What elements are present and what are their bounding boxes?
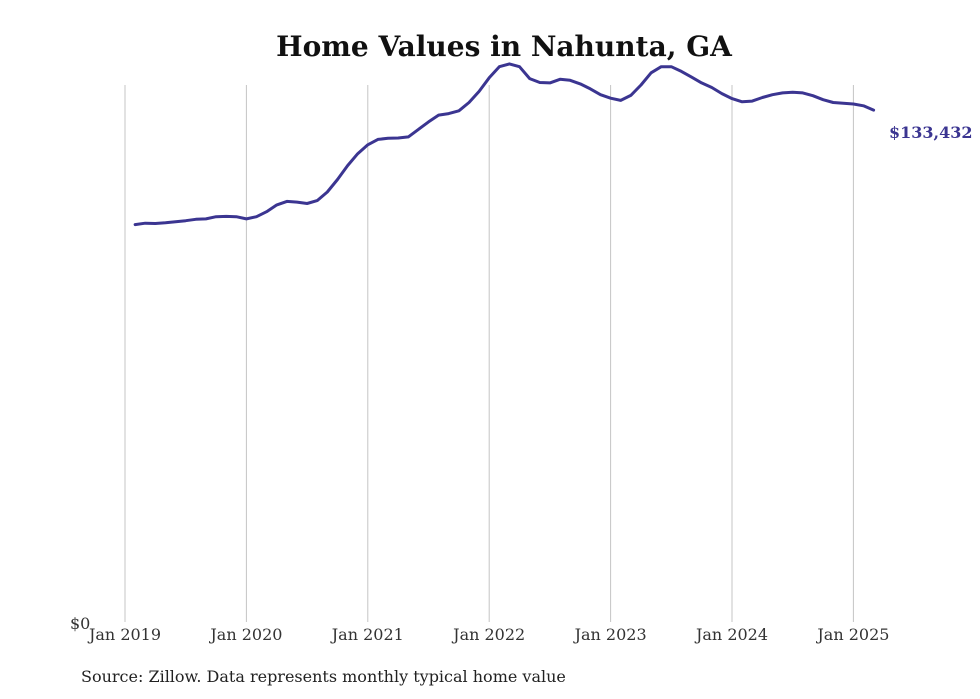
x-tick-label: Jan 2024 [694,625,768,644]
series-line [133,62,876,227]
source-note: Source: Zillow. Data represents monthly … [81,667,566,686]
series-line-layer [133,62,876,227]
x-tick-label: Jan 2023 [573,625,647,644]
grid-lines [124,85,854,622]
x-tick-label: Jan 2021 [330,625,404,644]
x-axis-ticks: Jan 2019 Jan 2020 Jan 2021 Jan 2022 Jan 2023… [87,625,889,644]
end-value-label: $133,432 [889,123,973,142]
x-tick-label: Jan 2019 [87,625,161,644]
y-tick-label-zero: $0 [70,614,90,633]
x-tick-label: Jan 2022 [451,625,525,644]
chart-title: Home Values in Nahunta, GA [276,30,732,63]
x-tick-label: Jan 2025 [815,625,889,644]
x-tick-label: Jan 2020 [208,625,282,644]
